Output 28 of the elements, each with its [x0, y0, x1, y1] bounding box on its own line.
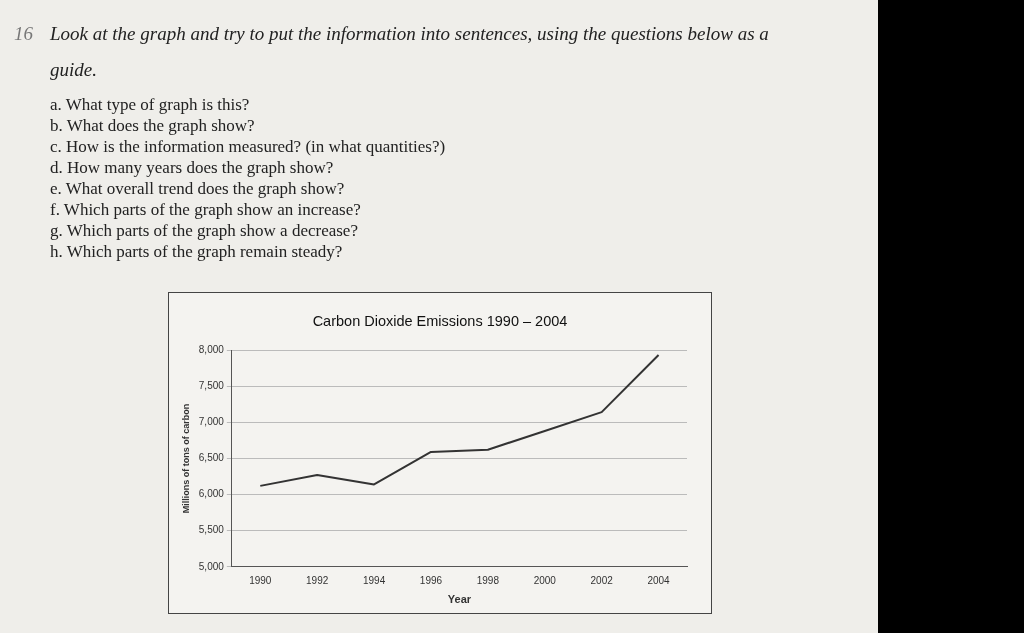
x-tick-label: 1990 [249, 574, 272, 586]
x-tick-label: 1996 [419, 574, 443, 586]
text: d. How many years does the graph show? [50, 157, 335, 178]
x-tick-label: 1992 [306, 574, 329, 586]
x-tick-label: 2000 [533, 574, 557, 586]
y-tick-label: 5,000 [198, 560, 225, 572]
text: e. What overall trend does the graph show? [50, 178, 346, 199]
y-axis-title: Millions of tons of carbon [180, 403, 191, 514]
x-tick-label: 2004 [647, 574, 671, 586]
text: h. Which parts of the graph remain steady? [50, 241, 344, 262]
text: b. What does the graph show? [50, 115, 256, 136]
text: g. Which parts of the graph show a decrease? [50, 220, 359, 241]
x-axis-title: Year [447, 593, 472, 606]
x-tick-label: 1998 [476, 574, 500, 586]
y-tick-label: 7,000 [198, 416, 225, 428]
text: 16 [14, 22, 33, 46]
x-tick-label: 2002 [590, 574, 614, 586]
text: f. Which parts of the graph show an increase? [50, 199, 362, 220]
y-tick-label: 8,000 [198, 343, 225, 355]
y-tick-label: 5,500 [198, 524, 225, 536]
y-tick-label: 6,500 [198, 452, 225, 464]
y-tick-label: 6,000 [198, 488, 225, 500]
x-tick-label: 1994 [362, 574, 386, 586]
text: a. What type of graph is this? [50, 94, 251, 115]
chart-title: Carbon Dioxide Emissions 1990 – 2004 [311, 313, 569, 329]
y-tick-label: 7,500 [198, 379, 225, 391]
text: Look at the graph and try to put the information into sentences, using the questions below as a guide. [50, 22, 770, 82]
text: c. How is the information measured? (in what quantities?) [50, 136, 446, 157]
